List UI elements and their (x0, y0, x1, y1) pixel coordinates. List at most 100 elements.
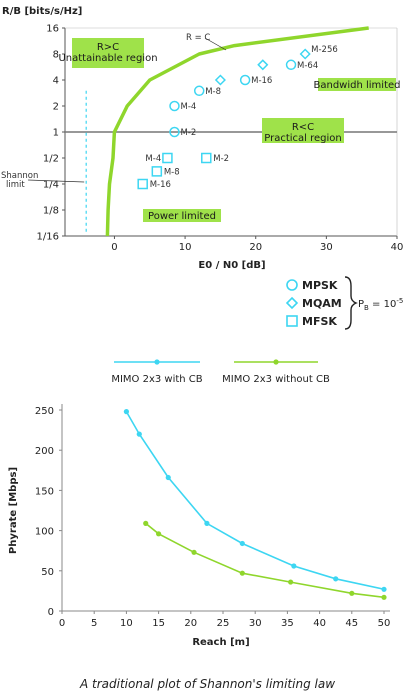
mfsk-point-label: M-2 (213, 154, 229, 164)
x-tick-label: 20 (184, 618, 197, 629)
curve-label: R = C (186, 33, 210, 43)
series-point (349, 590, 355, 596)
y-tick-label: 2 (53, 102, 59, 113)
x-tick-label: 0 (59, 618, 65, 629)
region-label: Practical region (264, 133, 342, 144)
y-tick-label: 1/4 (43, 180, 59, 191)
legend-square-marker (286, 315, 298, 327)
y-tick-label: 1/16 (37, 232, 59, 243)
x-tick-label: 20 (249, 242, 262, 253)
series-point (191, 549, 197, 555)
y-tick-label: 250 (35, 406, 54, 417)
mpsk-point-label: M-2 (180, 128, 196, 138)
legend-marker (154, 359, 160, 365)
legend-label: MPSK (302, 279, 338, 292)
series-point (156, 531, 162, 537)
y-tick-label: 1 (53, 128, 59, 139)
y-tick-label: 0 (48, 607, 54, 618)
region-label: R<C (292, 122, 314, 133)
mpsk-point-label: M-4 (180, 102, 196, 112)
pb-exponent: -5 (396, 297, 403, 305)
mfsk-point (201, 152, 212, 164)
region-label: Bandwidh limited (314, 80, 401, 91)
y-axis-title: R/B [bits/s/Hz] (2, 6, 82, 17)
x-tick-label: 5 (91, 618, 97, 629)
x-axis-title: E0 / N0 [dB] (198, 260, 265, 271)
series-point (333, 576, 339, 582)
mpsk-point (239, 74, 251, 86)
mpsk-point (285, 59, 297, 71)
x-tick-label: 35 (281, 618, 294, 629)
pb-equals: = 10 (369, 299, 396, 310)
shannon-limit-chart: 16 8 4 2 1 1/2 1/4 1/8 1/16 0 10 20 30 40 R/B [bits/s/… (1, 6, 404, 330)
legend-brace (344, 276, 358, 330)
series-line (145, 522, 385, 599)
x-tick-label: 40 (391, 242, 404, 253)
mfsk-point-label: M-4 (145, 154, 161, 164)
series-point (381, 594, 387, 600)
y-tick-label: 8 (53, 50, 59, 61)
series-point (123, 409, 129, 415)
x-tick-label: 30 (249, 618, 262, 629)
mpsk-point-label: M-16 (251, 76, 272, 86)
series-point (288, 579, 294, 585)
series-point (239, 570, 245, 576)
figure-caption: A traditional plot of Shannon's limiting… (79, 677, 336, 691)
region-label: Power limited (148, 211, 216, 222)
y-tick-label: 50 (41, 567, 54, 578)
y-tick-label: 16 (46, 24, 59, 35)
series-point (291, 563, 297, 569)
series-point (204, 520, 210, 526)
shannon-limit-pointer (27, 179, 85, 183)
mqam-point (299, 48, 311, 60)
curve-label-pointer (204, 37, 227, 51)
mqam-point (257, 59, 269, 71)
phyrate-reach-chart: MIMO 2x3 with CB MIMO 2x3 without CB05010… (8, 359, 391, 648)
x-tick-label: 25 (217, 618, 230, 629)
x-tick-label: 0 (111, 242, 117, 253)
mqam-point-label: M-256 (311, 45, 338, 55)
shannon-limit-label-2: limit (6, 180, 25, 190)
capacity-curve (105, 26, 369, 237)
series-point (381, 586, 387, 592)
y-axis-title: Phyrate [Mbps] (8, 467, 19, 554)
x-tick-label: 50 (378, 618, 391, 629)
series-line (125, 411, 385, 591)
region-label: R>C (97, 42, 119, 53)
x-tick-label: 30 (320, 242, 333, 253)
region-label: Unattainable region (58, 53, 157, 64)
mqam-point (214, 74, 226, 86)
mfsk-point-label: M-16 (150, 180, 171, 190)
mfsk-point (162, 152, 173, 164)
series-point (143, 520, 149, 526)
series-point (239, 540, 245, 547)
mpsk-point (169, 126, 180, 138)
mpsk-point (169, 100, 180, 112)
mpsk-point-label: M-8 (205, 87, 221, 97)
mfsk-point-label: M-8 (164, 167, 180, 177)
y-tick-label: 200 (35, 446, 54, 457)
region-box (143, 209, 221, 222)
legend-label: MIMO 2x3 without CB (222, 374, 330, 385)
legend-label: MIMO 2x3 with CB (111, 374, 202, 385)
x-tick-label: 40 (313, 618, 326, 629)
series-point (136, 431, 142, 437)
y-tick-label: 1/8 (43, 206, 59, 217)
pb-symbol: P (358, 299, 364, 310)
mpsk-point-label: M-64 (297, 61, 318, 71)
region-box (72, 38, 144, 68)
mfsk-point (137, 178, 148, 190)
x-axis-title: Reach [m] (192, 637, 249, 648)
y-tick-label: 1/2 (43, 154, 59, 165)
legend-diamond-marker (285, 296, 299, 310)
legend-label: MQAM (302, 297, 342, 310)
x-tick-label: 15 (152, 618, 165, 629)
error-probability-label: PB = 10-5 (358, 297, 403, 312)
x-tick-label: 10 (179, 242, 192, 253)
region-box (262, 118, 344, 143)
legend-label: MFSK (302, 315, 337, 328)
legend-marker (273, 359, 279, 365)
x-tick-label: 45 (345, 618, 358, 629)
mfsk-point (151, 166, 163, 177)
region-box (318, 78, 396, 91)
